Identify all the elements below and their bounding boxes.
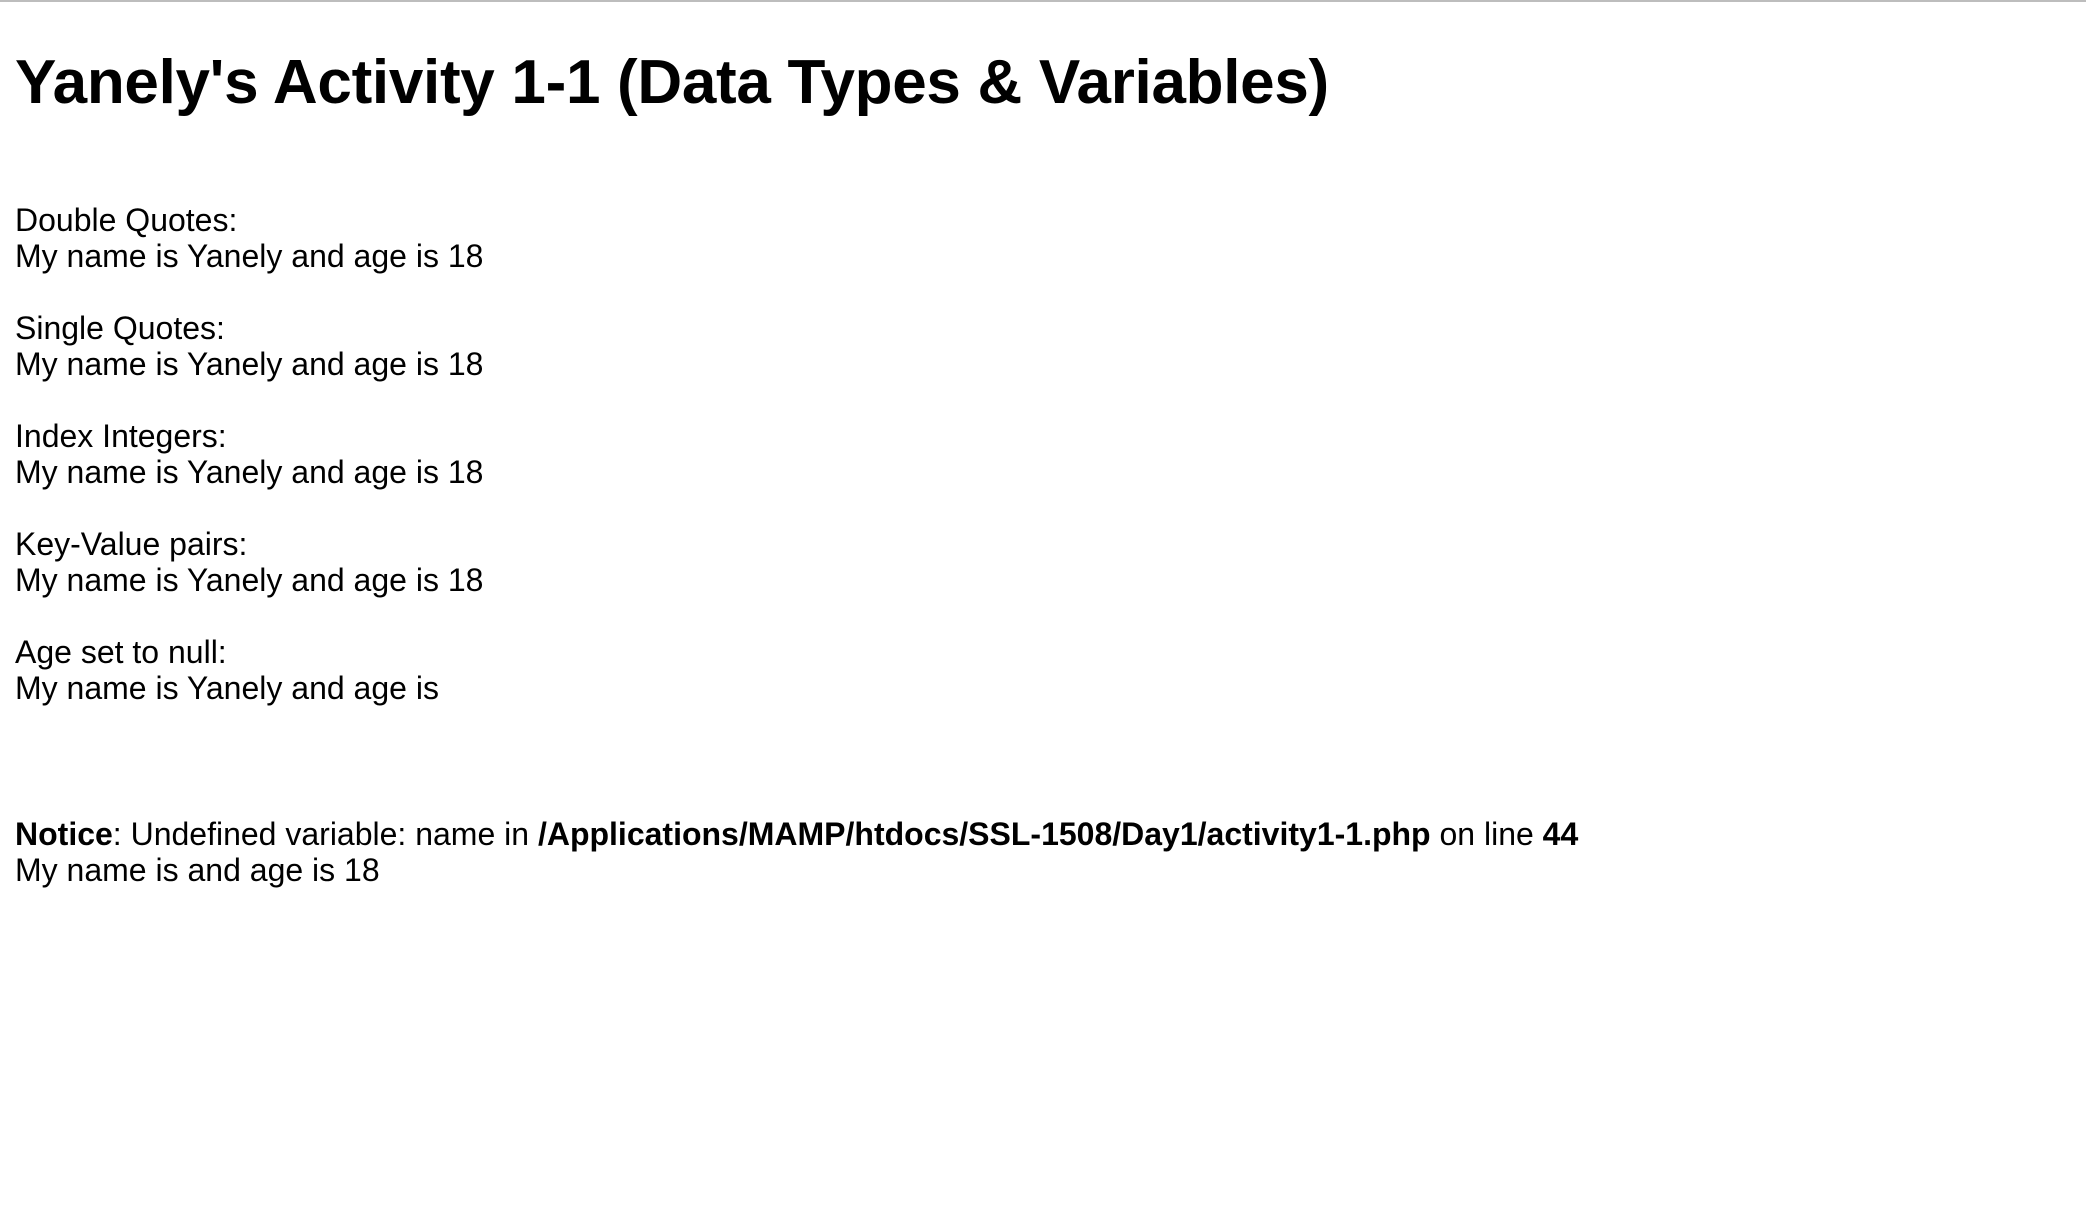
section-single-quotes: Single Quotes: My name is Yanely and age… [15, 310, 2075, 382]
section-label: Age set to null: [15, 634, 227, 670]
page-content: Yanely's Activity 1-1 (Data Types & Vari… [15, 40, 2075, 888]
notice-line: Notice: Undefined variable: name in /App… [15, 816, 2075, 852]
section-output: My name is Yanely and age is 18 [15, 346, 484, 382]
page-title: Yanely's Activity 1-1 (Data Types & Vari… [15, 48, 1329, 117]
notice-line-number: 44 [1542, 816, 1579, 852]
section-double-quotes: Double Quotes: My name is Yanely and age… [15, 202, 2075, 274]
notice-message: : Undefined variable: name in [112, 816, 538, 852]
output-sections: Double Quotes: My name is Yanely and age… [15, 202, 2075, 706]
notice-output: My name is and age is 18 [15, 852, 380, 888]
section-output: My name is Yanely and age is 18 [15, 562, 484, 598]
section-output: My name is Yanely and age is [15, 670, 439, 706]
section-label: Single Quotes: [15, 310, 225, 346]
section-label: Key-Value pairs: [15, 526, 248, 562]
section-label: Index Integers: [15, 418, 227, 454]
section-index-integers: Index Integers: My name is Yanely and ag… [15, 418, 2075, 490]
section-output: My name is Yanely and age is 18 [15, 238, 484, 274]
section-age-null: Age set to null: My name is Yanely and a… [15, 634, 2075, 706]
notice-label: Notice [15, 816, 113, 852]
browser-top-border [0, 0, 2086, 2]
section-label: Double Quotes: [15, 202, 238, 238]
notice-on-line-text: on line [1430, 816, 1543, 852]
section-key-value-pairs: Key-Value pairs: My name is Yanely and a… [15, 526, 2075, 598]
section-output: My name is Yanely and age is 18 [15, 454, 484, 490]
php-notice: Notice: Undefined variable: name in /App… [15, 816, 2075, 888]
notice-file-path: /Applications/MAMP/htdocs/SSL-1508/Day1/… [537, 816, 1431, 852]
